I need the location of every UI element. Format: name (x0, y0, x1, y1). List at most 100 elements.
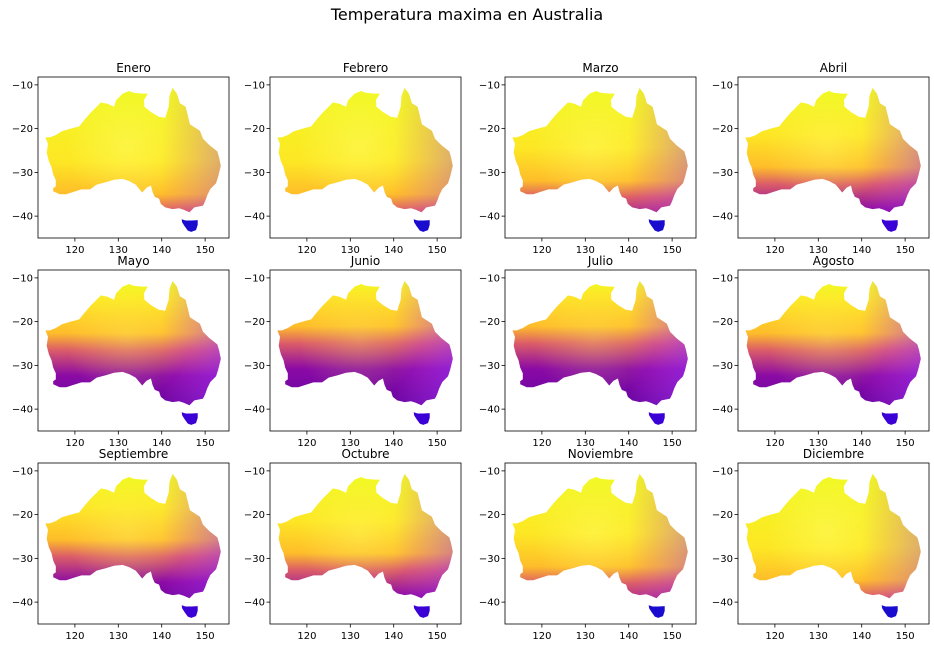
x-tick-label: 150 (428, 438, 447, 449)
y-tick-label: −10 (244, 80, 265, 91)
tasmania-heatmap (181, 605, 198, 618)
east-coast-cooling (45, 280, 221, 406)
tasmania-heatmap (648, 412, 665, 425)
x-tick-label: 140 (152, 245, 171, 256)
figure-title: Temperatura maxima en Australia (330, 5, 603, 24)
axes-frame (37, 269, 230, 432)
axes-frame (737, 462, 930, 625)
x-tick-label: 130 (576, 245, 595, 256)
axes-frame (504, 76, 697, 239)
east-coast-cooling (277, 473, 453, 599)
y-tick-label: −40 (12, 212, 33, 223)
x-tick-label: 130 (809, 245, 828, 256)
panel-title: Julio (587, 254, 613, 268)
axes-frame (37, 76, 230, 239)
y-tick-label: −10 (712, 80, 733, 91)
panel-julio: 120 130 140 150 −10 −20 −30 −40 Julio (479, 254, 697, 449)
x-tick-label: 150 (663, 438, 682, 449)
y-tick-label: −30 (12, 554, 33, 565)
panel-octubre: 120 130 140 150 −10 −20 −30 −40 Octubre (244, 447, 462, 642)
x-tick-label: 120 (765, 438, 784, 449)
x-tick-label: 120 (765, 245, 784, 256)
axes-frame (269, 462, 462, 625)
y-tick-label: −20 (479, 317, 500, 328)
panel-abril: 120 130 140 150 −10 −20 −30 −40 Abril (712, 61, 930, 256)
x-tick-label: 140 (152, 631, 171, 642)
y-tick-label: −10 (712, 466, 733, 477)
y-tick-label: −20 (12, 317, 33, 328)
x-tick-label: 120 (532, 631, 551, 642)
axes-frame (37, 462, 230, 625)
y-tick-label: −40 (479, 405, 500, 416)
x-tick-label: 150 (428, 245, 447, 256)
x-tick-label: 130 (109, 245, 128, 256)
panel-title: Mayo (117, 254, 149, 268)
panel-mayo: 120 130 140 150 −10 −20 −30 −40 Mayo (12, 254, 230, 449)
east-coast-cooling (745, 280, 921, 406)
x-tick-label: 150 (663, 245, 682, 256)
y-tick-label: −10 (12, 80, 33, 91)
panel-noviembre: 120 130 140 150 −10 −20 −30 −40 Noviembre (479, 447, 697, 642)
axes-frame (737, 76, 930, 239)
y-tick-label: −30 (12, 361, 33, 372)
tasmania-heatmap (648, 605, 665, 618)
tasmania-heatmap (881, 219, 898, 232)
x-tick-label: 150 (663, 631, 682, 642)
y-tick-label: −20 (12, 510, 33, 521)
x-tick-label: 120 (765, 631, 784, 642)
east-coast-cooling (277, 280, 453, 406)
x-tick-label: 130 (576, 631, 595, 642)
x-tick-label: 120 (65, 631, 84, 642)
panel-title: Octubre (341, 447, 389, 461)
y-tick-label: −10 (479, 80, 500, 91)
y-tick-label: −40 (12, 405, 33, 416)
x-tick-label: 130 (341, 245, 360, 256)
panel-title: Febrero (343, 61, 388, 75)
y-tick-label: −30 (244, 361, 265, 372)
panel-enero: 120 130 140 150 −10 −20 −30 −40 Enero (12, 61, 230, 256)
tasmania-heatmap (181, 412, 198, 425)
y-tick-label: −40 (712, 405, 733, 416)
y-tick-label: −10 (479, 273, 500, 284)
tasmania-heatmap (413, 605, 430, 618)
y-tick-label: −10 (12, 466, 33, 477)
y-tick-label: −10 (244, 273, 265, 284)
east-coast-cooling (745, 473, 921, 599)
y-tick-label: −40 (479, 598, 500, 609)
y-tick-label: −30 (712, 554, 733, 565)
x-tick-label: 140 (852, 438, 871, 449)
y-tick-label: −30 (244, 554, 265, 565)
x-tick-label: 150 (896, 438, 915, 449)
x-tick-label: 140 (619, 631, 638, 642)
x-tick-label: 120 (297, 631, 316, 642)
east-coast-cooling (745, 87, 921, 213)
y-tick-label: −10 (712, 273, 733, 284)
east-coast-cooling (512, 473, 688, 599)
x-tick-label: 120 (297, 438, 316, 449)
axes-frame (504, 269, 697, 432)
y-tick-label: −30 (12, 168, 33, 179)
y-tick-label: −30 (244, 168, 265, 179)
panel-title: Junio (350, 254, 380, 268)
panel-agosto: 120 130 140 150 −10 −20 −30 −40 Agosto (712, 254, 930, 449)
panel-grid: 120 130 140 150 −10 −20 −30 −40 Enero 120 130 140 15… (12, 61, 930, 642)
x-tick-label: 150 (196, 631, 215, 642)
x-tick-label: 120 (532, 245, 551, 256)
x-tick-label: 130 (576, 438, 595, 449)
y-tick-label: −30 (479, 554, 500, 565)
x-tick-label: 150 (896, 245, 915, 256)
y-tick-label: −20 (244, 124, 265, 135)
x-tick-label: 150 (196, 438, 215, 449)
y-tick-label: −40 (244, 405, 265, 416)
y-tick-label: −20 (712, 124, 733, 135)
panel-febrero: 120 130 140 150 −10 −20 −30 −40 Febrero (244, 61, 462, 256)
x-tick-label: 120 (65, 245, 84, 256)
axes-frame (504, 462, 697, 625)
axes-frame (737, 269, 930, 432)
y-tick-label: −40 (712, 598, 733, 609)
x-tick-label: 130 (809, 631, 828, 642)
x-tick-label: 140 (619, 438, 638, 449)
y-tick-label: −40 (479, 212, 500, 223)
axes-frame (269, 269, 462, 432)
